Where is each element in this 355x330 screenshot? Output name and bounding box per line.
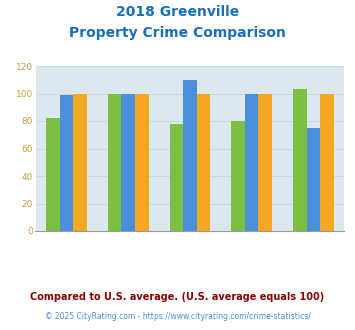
Bar xyxy=(320,93,334,231)
Bar xyxy=(197,93,210,231)
Bar xyxy=(293,89,307,231)
Bar xyxy=(307,128,320,231)
Bar xyxy=(170,124,183,231)
Text: Compared to U.S. average. (U.S. average equals 100): Compared to U.S. average. (U.S. average … xyxy=(31,292,324,302)
Bar xyxy=(108,93,121,231)
Bar xyxy=(121,93,135,231)
Bar xyxy=(60,95,73,231)
Bar xyxy=(258,93,272,231)
Bar xyxy=(245,93,258,231)
Text: © 2025 CityRating.com - https://www.cityrating.com/crime-statistics/: © 2025 CityRating.com - https://www.city… xyxy=(45,312,310,321)
Legend: Greenville, Ohio, National: Greenville, Ohio, National xyxy=(70,327,310,330)
Bar xyxy=(231,121,245,231)
Bar xyxy=(46,118,60,231)
Text: 2018 Greenville: 2018 Greenville xyxy=(116,5,239,19)
Bar xyxy=(73,93,87,231)
Text: Property Crime Comparison: Property Crime Comparison xyxy=(69,26,286,40)
Bar xyxy=(183,80,197,231)
Bar xyxy=(135,93,148,231)
